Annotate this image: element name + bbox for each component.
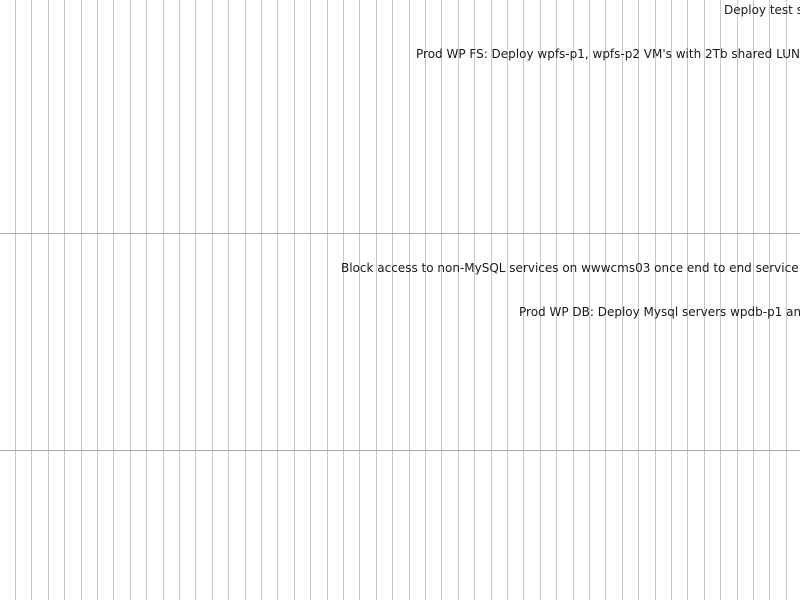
gantt-row-2: Block access to non-MySQL services on ww… [0, 234, 800, 450]
task-prod-wp-fs[interactable]: Prod WP FS: Deploy wpfs-p1, wpfs-p2 VM's… [416, 47, 800, 61]
task-deploy-test[interactable]: Deploy test s [724, 3, 800, 17]
task-block-access[interactable]: Block access to non-MySQL services on ww… [341, 261, 800, 275]
task-prod-wp-db[interactable]: Prod WP DB: Deploy Mysql servers wpdb-p1… [519, 305, 800, 319]
gantt-row-3 [0, 451, 800, 600]
gantt-row-1: Deploy test s Prod WP FS: Deploy wpfs-p1… [0, 0, 800, 233]
